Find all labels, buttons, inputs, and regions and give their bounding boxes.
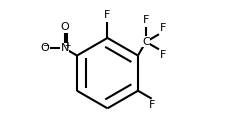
Text: F: F — [159, 23, 166, 33]
Text: F: F — [142, 15, 148, 25]
Text: F: F — [104, 10, 110, 20]
Text: F: F — [148, 100, 155, 110]
Text: O: O — [60, 22, 69, 32]
Text: C: C — [141, 37, 149, 47]
Text: N: N — [60, 43, 69, 53]
Text: O: O — [40, 43, 49, 53]
Text: −: − — [41, 41, 48, 50]
Text: F: F — [159, 51, 166, 60]
Text: +: + — [64, 41, 71, 50]
